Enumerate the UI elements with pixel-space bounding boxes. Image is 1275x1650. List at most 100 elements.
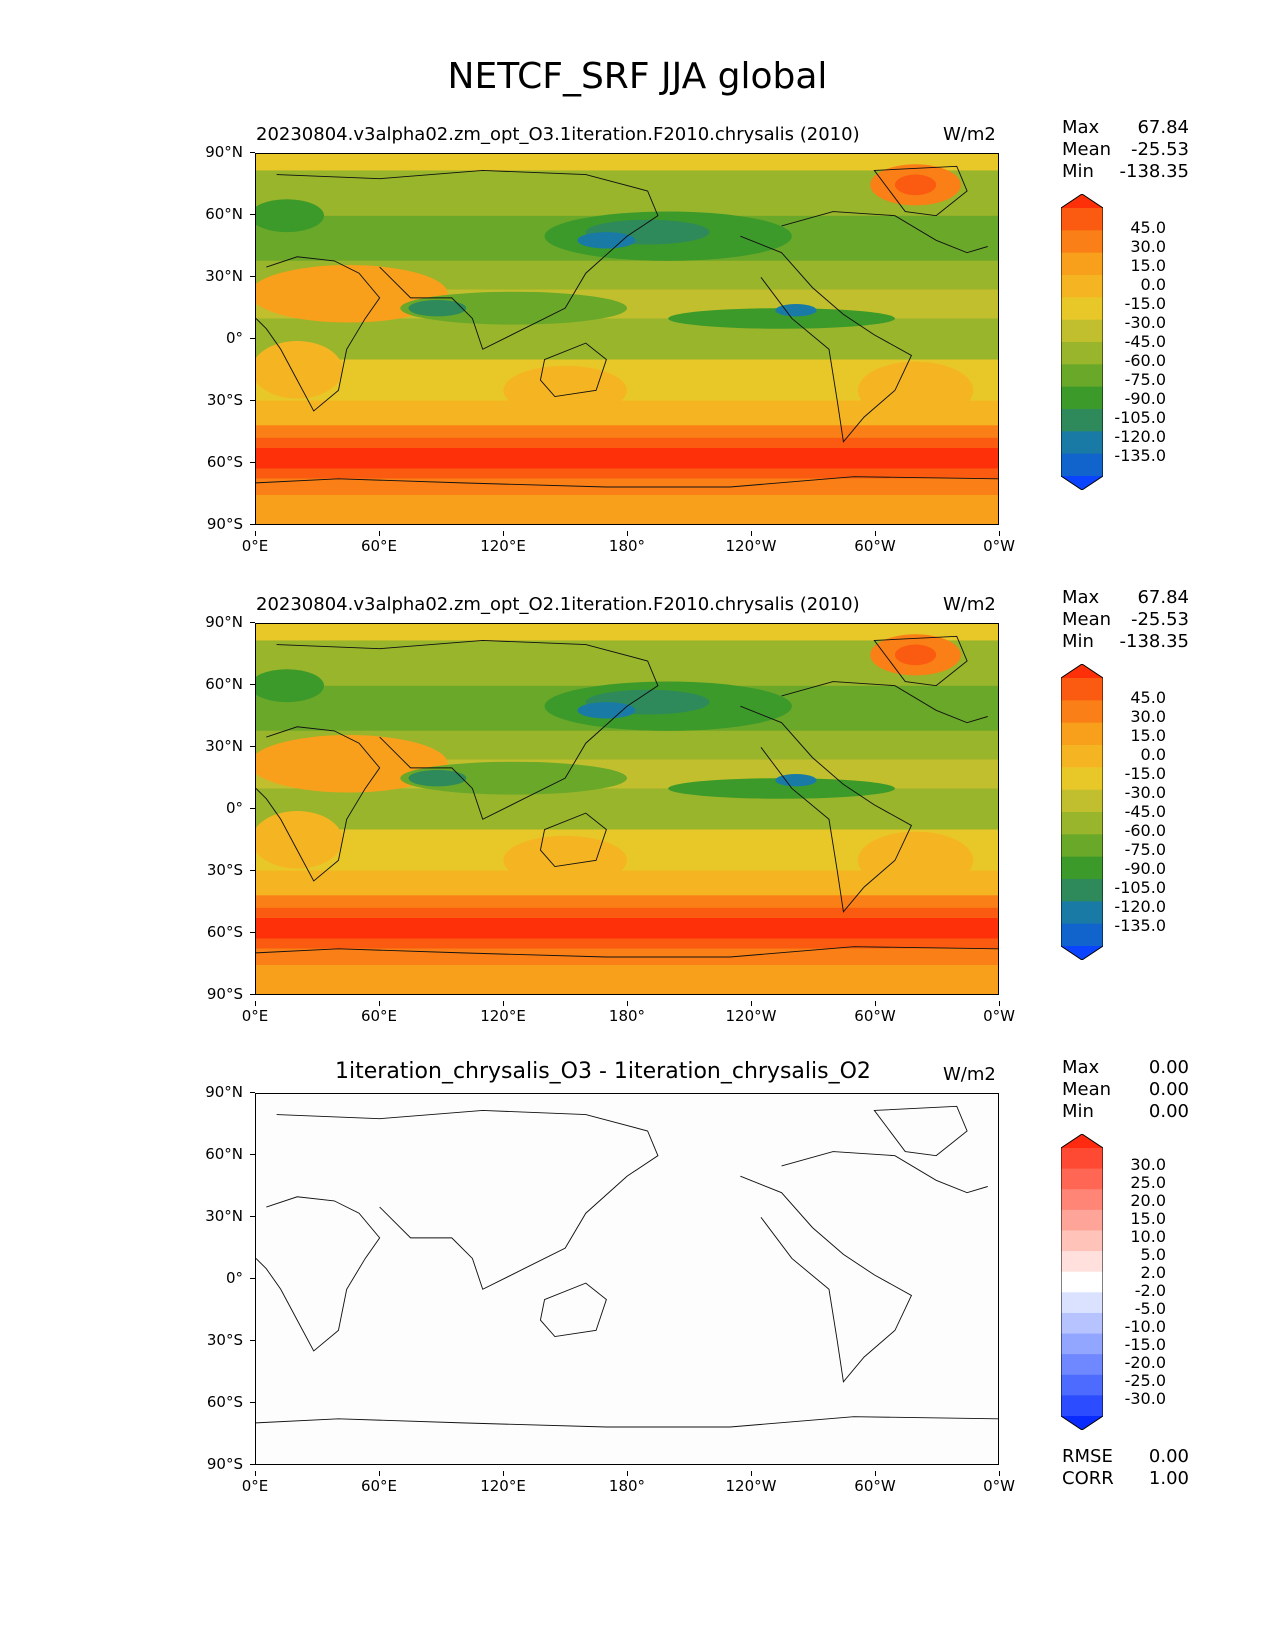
colorbar-swatch	[1061, 834, 1103, 858]
colorbar-tick-label: -30.0	[1124, 783, 1166, 802]
stat-mean-label: Mean	[1062, 1079, 1112, 1100]
colorbar-swatch	[1061, 700, 1103, 724]
x-tick-label: 180°	[597, 1471, 657, 1495]
stat-corr-label: CORR	[1062, 1468, 1114, 1489]
colorbar	[1061, 1134, 1103, 1430]
colorbar	[1061, 194, 1103, 490]
field-map	[256, 154, 998, 524]
colorbar-swatch	[1061, 275, 1103, 298]
colorbar-swatch	[1061, 1230, 1103, 1252]
units-label: W/m2	[943, 594, 996, 615]
colorbar-tick-label: -30.0	[1124, 313, 1166, 332]
y-tick-label: 0°	[193, 1269, 255, 1287]
colorbar-swatch	[1061, 1271, 1103, 1293]
colorbar-tick-label: 30.0	[1130, 707, 1166, 726]
panel-title: 20230804.v3alpha02.zm_opt_O2.1iteration.…	[256, 594, 860, 615]
panel-title: 1iteration_chrysalis_O3 - 1iteration_chr…	[335, 1059, 871, 1084]
colorbar-tick-label: -45.0	[1124, 802, 1166, 821]
colorbar-tick-label: -5.0	[1134, 1299, 1166, 1318]
colorbar-tick-label: -60.0	[1124, 821, 1166, 840]
colorbar-tick-label: 45.0	[1130, 218, 1166, 237]
colorbar-extend-min	[1061, 1416, 1103, 1430]
colorbar-swatch	[1061, 230, 1103, 254]
colorbar-swatch	[1061, 901, 1103, 925]
stat-max-value: 67.84	[1137, 587, 1189, 608]
colorbar-tick-label: 2.0	[1140, 1263, 1166, 1282]
x-tick-label: 120°E	[473, 1001, 533, 1025]
x-tick-label: 60°W	[845, 1001, 905, 1025]
colorbar-tick-label: -30.0	[1124, 1389, 1166, 1408]
colorbar-swatch	[1061, 1395, 1103, 1417]
colorbar-tick-label: -15.0	[1124, 294, 1166, 313]
colorbar-tick-label: -2.0	[1134, 1281, 1166, 1300]
colorbar-tick-label: 30.0	[1130, 237, 1166, 256]
colorbar-tick-label: -105.0	[1114, 878, 1166, 897]
y-tick-label: 0°	[193, 329, 255, 347]
x-tick-label: 180°	[597, 1001, 657, 1025]
colorbar-tick-label: 20.0	[1130, 1191, 1166, 1210]
stat-min-label: Min	[1062, 1101, 1094, 1122]
x-tick-label: 120°E	[473, 1471, 533, 1495]
colorbar-tick-label: 25.0	[1130, 1173, 1166, 1192]
colorbar-tick-label: -75.0	[1124, 370, 1166, 389]
y-tick-label: 60°N	[193, 205, 255, 223]
colorbar-tick-label: -135.0	[1114, 446, 1166, 465]
y-tick-label: 0°	[193, 799, 255, 817]
colorbar-tick-label: 0.0	[1140, 745, 1166, 764]
colorbar-swatch	[1061, 722, 1103, 746]
panel-title: 20230804.v3alpha02.zm_opt_O3.1iteration.…	[256, 124, 860, 145]
figure-title: NETCF_SRF JJA global	[447, 56, 828, 97]
colorbar-swatch	[1061, 1333, 1103, 1355]
colorbar-swatches	[1061, 194, 1103, 490]
colorbar-swatch	[1061, 789, 1103, 813]
colorbar-tick-label: -60.0	[1124, 351, 1166, 370]
colorbar-swatches	[1061, 664, 1103, 960]
colorbar-swatch	[1061, 453, 1103, 477]
colorbar-swatch	[1061, 319, 1103, 343]
colorbar-swatch	[1061, 812, 1103, 835]
x-tick-label: 60°W	[845, 1471, 905, 1495]
colorbar-swatch	[1061, 856, 1103, 880]
colorbar-tick-label: -15.0	[1124, 1335, 1166, 1354]
colorbar-swatch	[1061, 1168, 1103, 1190]
units-label: W/m2	[943, 1064, 996, 1085]
x-tick-label: 0°W	[969, 1471, 1029, 1495]
stat-min-label: Min	[1062, 161, 1094, 182]
stat-mean-value: -25.53	[1130, 139, 1189, 160]
x-tick-label: 60°E	[349, 531, 409, 555]
stat-mean-value: -25.53	[1130, 609, 1189, 630]
difference-map	[256, 1094, 998, 1464]
colorbar-tick-label: 0.0	[1140, 275, 1166, 294]
colorbar-swatch	[1061, 1148, 1103, 1170]
colorbar-swatches	[1061, 1134, 1103, 1430]
colorbar-swatch	[1061, 678, 1103, 701]
colorbar-swatch	[1061, 1189, 1103, 1211]
y-tick-label: 60°N	[193, 1145, 255, 1163]
colorbar-swatch	[1061, 386, 1103, 410]
colorbar-tick-label: -25.0	[1124, 1371, 1166, 1390]
colorbar-tick-label: 15.0	[1130, 1209, 1166, 1228]
colorbar-extend-max	[1061, 1134, 1103, 1148]
map-difference	[255, 1093, 999, 1465]
stat-rmse-label: RMSE	[1062, 1446, 1113, 1467]
colorbar-swatch	[1061, 364, 1103, 388]
colorbar-swatch	[1061, 1312, 1103, 1335]
colorbar-tick-label: -15.0	[1124, 764, 1166, 783]
colorbar-extend-min	[1061, 946, 1103, 960]
colorbar	[1061, 664, 1103, 960]
colorbar-swatch	[1061, 1374, 1103, 1396]
stat-max-label: Max	[1062, 117, 1100, 138]
colorbar-extend-max	[1061, 664, 1103, 678]
colorbar-tick-label: -45.0	[1124, 332, 1166, 351]
colorbar-swatch	[1061, 252, 1103, 276]
map-reference	[255, 623, 999, 995]
x-tick-label: 0°E	[225, 531, 285, 555]
y-tick-label: 90°N	[193, 143, 255, 161]
y-tick-label: 60°S	[193, 453, 255, 471]
y-tick-label: 90°S	[193, 515, 255, 533]
colorbar-tick-label: -120.0	[1114, 897, 1166, 916]
x-tick-label: 60°E	[349, 1471, 409, 1495]
colorbar-swatch	[1061, 1354, 1103, 1376]
y-tick-label: 90°S	[193, 985, 255, 1003]
stat-min-value: -138.35	[1119, 161, 1189, 182]
